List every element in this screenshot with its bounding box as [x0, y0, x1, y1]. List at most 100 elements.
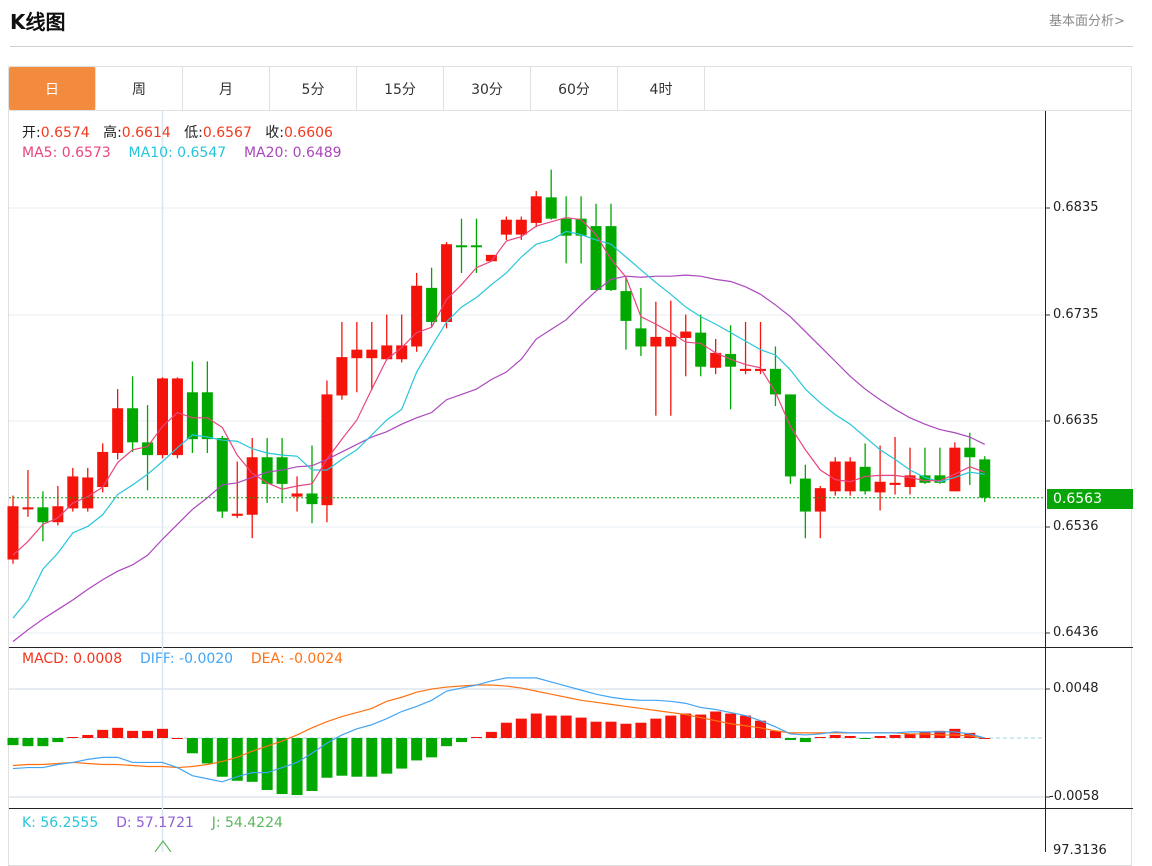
price-tick: 0.6835: [1053, 200, 1099, 215]
macd-bar-negative: [261, 738, 273, 790]
candle-up: [351, 349, 363, 359]
header-divider: [10, 46, 1133, 47]
tab-4hour[interactable]: 4时: [618, 67, 705, 110]
candle-up: [67, 476, 79, 509]
fundamental-analysis-link[interactable]: 基本面分析>: [1049, 14, 1125, 29]
macd-bar-negative: [291, 738, 303, 796]
macd-bar-positive: [157, 728, 168, 738]
macd-bar-positive: [171, 738, 183, 739]
macd-bar-negative: [201, 738, 213, 764]
macd-bar-negative: [456, 738, 467, 743]
candle-down: [799, 478, 811, 512]
candle-up: [710, 352, 722, 368]
macd-bar-negative: [784, 738, 796, 741]
macd-bar-negative: [381, 738, 393, 774]
candle-down: [784, 394, 796, 477]
candle-up: [381, 345, 393, 360]
candle-down: [261, 457, 273, 484]
macd-bar-positive: [949, 728, 961, 738]
candle-up: [485, 254, 497, 262]
macd-bar-positive: [769, 730, 781, 738]
macd-bar-positive: [635, 722, 647, 738]
tab-week[interactable]: 周: [96, 67, 183, 110]
candle-up: [157, 378, 168, 456]
current-price-tag: 0.6563: [1047, 489, 1133, 509]
macd-bar-positive: [665, 715, 677, 738]
candle-up: [680, 331, 692, 338]
ma10-line: [12, 230, 985, 619]
candle-up: [336, 357, 348, 396]
kdj-tick: 97.3136: [1053, 843, 1107, 858]
candle-down: [979, 459, 991, 498]
tab-month[interactable]: 月: [183, 67, 270, 110]
low-value: 0.6567: [202, 125, 252, 141]
macd-bar-positive: [127, 730, 139, 738]
high-value: 0.6614: [121, 125, 171, 141]
macd-bar-positive: [82, 734, 94, 738]
macd-bar-positive: [545, 715, 557, 738]
macd-bar-positive: [605, 721, 617, 738]
candle-down: [695, 332, 707, 367]
candle-down: [575, 218, 587, 236]
candle-up: [112, 408, 124, 453]
candle-up: [366, 349, 378, 359]
candle-up: [246, 457, 258, 515]
macd-bar-positive: [590, 721, 602, 738]
candle-up: [396, 345, 408, 360]
candle-up: [755, 368, 766, 371]
tab-30min[interactable]: 30分: [444, 67, 531, 110]
macd-bar-positive: [695, 714, 707, 738]
candle-up: [22, 507, 34, 510]
candle-down: [560, 218, 572, 236]
k-value: K: 56.2555: [22, 815, 99, 831]
macd-bar-negative: [336, 738, 348, 776]
candle-up: [441, 244, 453, 322]
candle-down: [919, 475, 931, 483]
macd-bar-positive: [725, 713, 737, 738]
kdj-j-line: [154, 839, 172, 852]
price-tick: 0.6635: [1053, 413, 1099, 428]
candle-down: [127, 408, 139, 443]
candle-up: [171, 378, 183, 456]
candle-down: [635, 328, 647, 347]
d-value: D: 57.1721: [116, 815, 194, 831]
candle-down: [725, 353, 737, 367]
macd-bar-negative: [22, 738, 34, 747]
diff-line: [12, 677, 985, 783]
tab-60min[interactable]: 60分: [531, 67, 618, 110]
macd-bar-negative: [216, 738, 228, 777]
open-label: 开:: [22, 125, 41, 141]
macd-bar-positive: [142, 730, 154, 738]
candle-up: [829, 461, 841, 492]
macd-bar-positive: [740, 715, 752, 738]
dea-line: [12, 684, 985, 769]
macd-bar-positive: [979, 738, 991, 739]
tab-day[interactable]: 日: [9, 67, 96, 110]
candle-up: [904, 475, 916, 488]
macd-bar-negative: [351, 738, 363, 777]
dea-value: DEA: -0.0024: [250, 651, 344, 667]
macd-bar-positive: [560, 715, 572, 738]
candle-up: [52, 506, 64, 523]
macd-legend: MACD: 0.0008 DIFF: -0.0020 DEA: -0.0024: [22, 651, 343, 667]
candle-up: [740, 368, 752, 371]
candle-up: [889, 482, 901, 485]
candle-up: [82, 477, 94, 509]
tab-5min[interactable]: 5分: [270, 67, 357, 110]
tab-15min[interactable]: 15分: [357, 67, 444, 110]
macd-bar-positive: [919, 731, 931, 738]
macd-bar-positive: [67, 736, 79, 738]
ohlc-legend: 开:0.6574 高:0.6614 低:0.6567 收:0.6606: [22, 122, 333, 142]
ma-legend: MA5: 0.6573 MA10: 0.6547 MA20: 0.6489: [22, 145, 342, 161]
macd-bar-negative: [366, 738, 378, 777]
kdj-legend: K: 56.2555 D: 57.1721 J: 54.4224: [22, 815, 283, 831]
macd-bar-negative: [7, 738, 19, 746]
price-tick: 0.6536: [1053, 519, 1099, 534]
candle-down: [964, 447, 976, 458]
candle-down: [142, 442, 154, 456]
candle-down: [934, 475, 946, 483]
macd-bar-negative: [276, 738, 288, 795]
macd-bar-negative: [186, 738, 198, 754]
candle-down: [859, 466, 871, 492]
